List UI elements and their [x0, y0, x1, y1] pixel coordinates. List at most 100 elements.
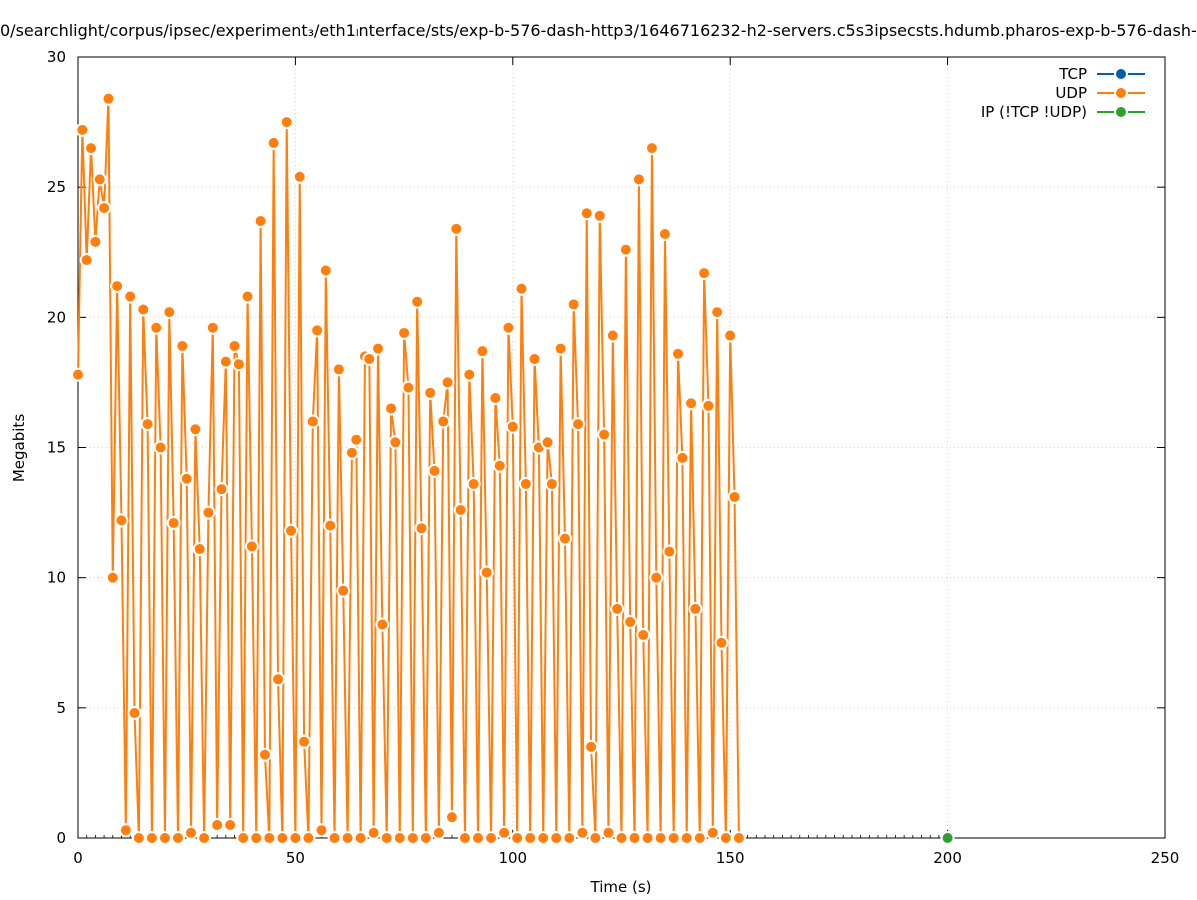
data-point: [471, 831, 486, 845]
data-point: [444, 810, 459, 825]
data-point: [262, 831, 277, 845]
data-point: [440, 375, 455, 390]
data-point: [71, 367, 85, 382]
data-point: [197, 831, 212, 845]
legend-label: UDP: [1055, 84, 1087, 102]
data-point: [136, 302, 151, 317]
data-point: [336, 583, 351, 598]
data-point: [544, 476, 559, 491]
data-point: [271, 672, 286, 687]
data-point: [110, 279, 125, 294]
data-point: [166, 515, 181, 530]
data-point: [344, 445, 359, 460]
data-point: [571, 417, 586, 432]
data-point: [710, 305, 725, 320]
data-point: [101, 91, 116, 106]
data-point: [118, 823, 133, 838]
data-point: [414, 521, 429, 536]
data-point: [510, 831, 525, 845]
legend-swatch-marker: [1114, 67, 1128, 81]
data-point: [623, 614, 638, 629]
data-point: [140, 417, 155, 432]
data-point: [436, 414, 451, 429]
x-tick-label: 100: [498, 849, 527, 867]
data-point: [662, 544, 677, 559]
legend-swatch-marker: [1114, 86, 1128, 100]
data-point: [466, 476, 481, 491]
data-point: [418, 831, 433, 845]
data-point: [240, 289, 255, 304]
y-tick-label: 10: [47, 569, 66, 587]
data-point: [653, 831, 668, 845]
data-point: [940, 831, 955, 845]
data-point: [549, 831, 564, 845]
data-point: [88, 234, 103, 249]
series-layer: [71, 91, 955, 845]
data-point: [553, 341, 568, 356]
data-point: [284, 523, 299, 538]
data-point: [210, 817, 225, 832]
data-point: [475, 344, 490, 359]
data-point: [675, 450, 690, 465]
data-point: [192, 542, 207, 557]
data-point: [105, 570, 120, 585]
data-point: [362, 351, 377, 366]
data-point: [536, 831, 551, 845]
data-point: [223, 817, 238, 832]
data-point: [527, 351, 542, 366]
y-tick-label: 15: [47, 439, 66, 457]
data-point: [505, 419, 520, 434]
data-point: [79, 253, 94, 268]
x-tick-label: 200: [933, 849, 962, 867]
x-tick-label: 150: [716, 849, 745, 867]
data-point: [584, 739, 599, 754]
data-point: [318, 263, 333, 278]
data-point: [144, 831, 159, 845]
data-point: [179, 471, 194, 486]
data-point: [205, 320, 220, 335]
data-point: [540, 435, 555, 450]
data-point: [249, 831, 264, 845]
data-point: [310, 323, 325, 338]
data-point: [244, 539, 259, 554]
data-point: [127, 706, 142, 721]
data-point: [644, 141, 659, 156]
data-point: [727, 489, 742, 504]
data-point: [640, 831, 655, 845]
data-point: [492, 458, 507, 473]
data-point: [388, 435, 403, 450]
data-point: [588, 831, 603, 845]
data-point: [84, 141, 99, 156]
data-point: [605, 328, 620, 343]
data-point: [153, 440, 168, 455]
data-point: [701, 398, 716, 413]
data-point: [314, 823, 329, 838]
chart-title: 0/searchlight/corpus/ipsec/experiment₃/e…: [0, 21, 1197, 40]
y-tick-label: 20: [47, 308, 66, 326]
data-point: [405, 831, 420, 845]
data-point: [649, 570, 664, 585]
data-point: [614, 831, 629, 845]
data-point: [666, 831, 681, 845]
data-point: [557, 531, 572, 546]
data-point: [292, 169, 307, 184]
data-point: [501, 320, 516, 335]
data-point: [253, 214, 268, 229]
data-point: [201, 505, 216, 520]
data-point: [592, 208, 607, 223]
data-point: [697, 266, 712, 281]
data-point: [601, 825, 616, 840]
data-point: [162, 305, 177, 320]
data-point: [384, 401, 399, 416]
data-point: [275, 831, 290, 845]
data-point: [579, 206, 594, 221]
data-point: [327, 831, 342, 845]
data-point: [279, 115, 294, 130]
data-point: [227, 338, 242, 353]
data-point: [92, 172, 107, 187]
data-point: [149, 320, 164, 335]
data-point: [175, 338, 190, 353]
legend-label: IP (!TCP !UDP): [981, 103, 1087, 121]
data-point: [431, 825, 446, 840]
data-point: [705, 825, 720, 840]
